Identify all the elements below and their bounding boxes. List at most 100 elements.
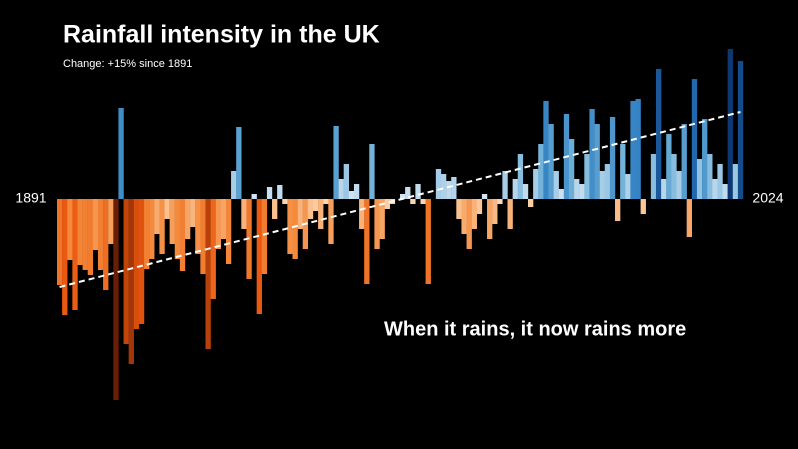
- bar: [512, 179, 518, 199]
- bar: [261, 199, 268, 274]
- bar: [476, 199, 483, 214]
- bar: [712, 179, 718, 199]
- bar: [707, 154, 713, 199]
- bar: [272, 199, 278, 219]
- bar: [343, 164, 350, 199]
- bar: [533, 169, 539, 199]
- bar: [446, 181, 452, 199]
- bar: [190, 199, 196, 227]
- bar: [492, 199, 498, 224]
- bar: [681, 124, 687, 199]
- bar: [487, 199, 493, 239]
- bar: [722, 184, 728, 199]
- bar: [379, 199, 385, 239]
- bar: [727, 49, 733, 199]
- bar: [231, 171, 237, 199]
- bar: [676, 171, 682, 199]
- bar: [149, 199, 155, 259]
- bar: [635, 99, 641, 199]
- bar: [282, 199, 288, 204]
- bar: [615, 199, 621, 221]
- bar: [118, 108, 124, 199]
- bar: [72, 199, 78, 310]
- bar: [502, 171, 508, 199]
- bar: [410, 199, 416, 204]
- bar: [184, 199, 191, 239]
- annotation: When it rains, it now rains more: [384, 318, 686, 340]
- bar: [297, 199, 303, 229]
- bar: [481, 194, 488, 199]
- bar: [440, 174, 447, 199]
- bar: [312, 199, 319, 211]
- bar: [558, 189, 565, 199]
- bar: [92, 199, 99, 250]
- bar: [471, 199, 477, 229]
- bar: [696, 159, 703, 199]
- bar: [737, 61, 744, 199]
- bar: [374, 199, 380, 249]
- bar: [154, 199, 160, 234]
- bar: [133, 199, 140, 329]
- bar: [195, 199, 201, 254]
- bar: [256, 199, 262, 314]
- trend-line: [59, 111, 741, 288]
- bar: [292, 199, 298, 259]
- bar: [435, 169, 442, 199]
- bar: [630, 101, 636, 199]
- bar: [67, 199, 73, 260]
- bar: [717, 164, 723, 199]
- bar: [543, 101, 549, 199]
- bar: [553, 171, 559, 199]
- bar: [666, 134, 672, 199]
- bar: [574, 179, 580, 199]
- bar: [517, 154, 524, 199]
- bar: [456, 199, 462, 219]
- bar: [527, 199, 534, 207]
- bar: [200, 199, 206, 274]
- bar: [205, 199, 211, 349]
- bar: [507, 199, 513, 229]
- bar: [548, 124, 554, 199]
- bar: [702, 119, 708, 199]
- bar: [661, 179, 667, 199]
- bar: [179, 199, 186, 271]
- bar: [364, 199, 370, 284]
- bar: [236, 127, 242, 199]
- bar: [353, 184, 360, 199]
- bar: [323, 199, 329, 204]
- bar: [220, 199, 227, 239]
- bar: [287, 199, 293, 254]
- bar: [655, 69, 662, 199]
- bar: [318, 199, 324, 229]
- bar: [328, 199, 334, 244]
- bar: [174, 199, 181, 259]
- bar: [87, 199, 94, 275]
- bar: [241, 199, 247, 229]
- bar: [599, 171, 605, 199]
- bar: [128, 199, 134, 364]
- bar: [415, 184, 421, 199]
- bar: [103, 199, 109, 290]
- bar: [405, 187, 411, 199]
- bar: [369, 144, 375, 199]
- bar: [420, 199, 426, 204]
- bar: [691, 79, 698, 199]
- x-tick-label: 1891: [15, 190, 46, 206]
- bar: [333, 126, 339, 199]
- bar: [425, 199, 431, 284]
- bar: [609, 117, 616, 199]
- bar: [348, 191, 355, 199]
- bar: [650, 154, 657, 199]
- bar: [640, 199, 646, 214]
- bar: [138, 199, 145, 324]
- bar: [251, 194, 257, 199]
- bar: [266, 187, 273, 199]
- bar: [451, 177, 457, 199]
- bar: [538, 144, 544, 199]
- bar: [604, 164, 611, 199]
- bar: [123, 199, 129, 344]
- bar: [589, 109, 595, 199]
- bar: [686, 199, 693, 237]
- bar: [307, 199, 314, 219]
